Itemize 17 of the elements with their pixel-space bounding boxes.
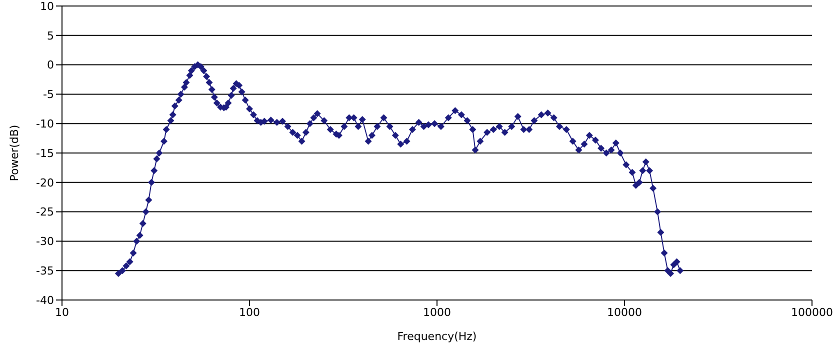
y-tick-label: 0 bbox=[47, 58, 54, 72]
y-tick-label: -35 bbox=[36, 264, 54, 278]
y-tick-label: -15 bbox=[36, 146, 54, 160]
y-tick-label: -20 bbox=[36, 176, 54, 190]
y-tick-label: -10 bbox=[36, 118, 54, 131]
x-tick-label: 1000 bbox=[423, 306, 451, 319]
y-tick-label: -25 bbox=[36, 206, 54, 219]
x-tick-label: 10000 bbox=[607, 306, 642, 319]
x-tick-label: 100 bbox=[239, 306, 260, 319]
y-axis-title: Power(dB) bbox=[8, 124, 21, 182]
y-tick-label: 5 bbox=[47, 29, 54, 42]
x-tick-label: 100000 bbox=[791, 306, 833, 319]
y-tick-label: 10 bbox=[40, 0, 54, 13]
y-tick-label: -40 bbox=[36, 294, 54, 307]
y-tick-label: -30 bbox=[36, 235, 54, 248]
y-tick-label: -5 bbox=[43, 88, 54, 102]
x-axis-title: Frequency(Hz) bbox=[397, 330, 477, 343]
